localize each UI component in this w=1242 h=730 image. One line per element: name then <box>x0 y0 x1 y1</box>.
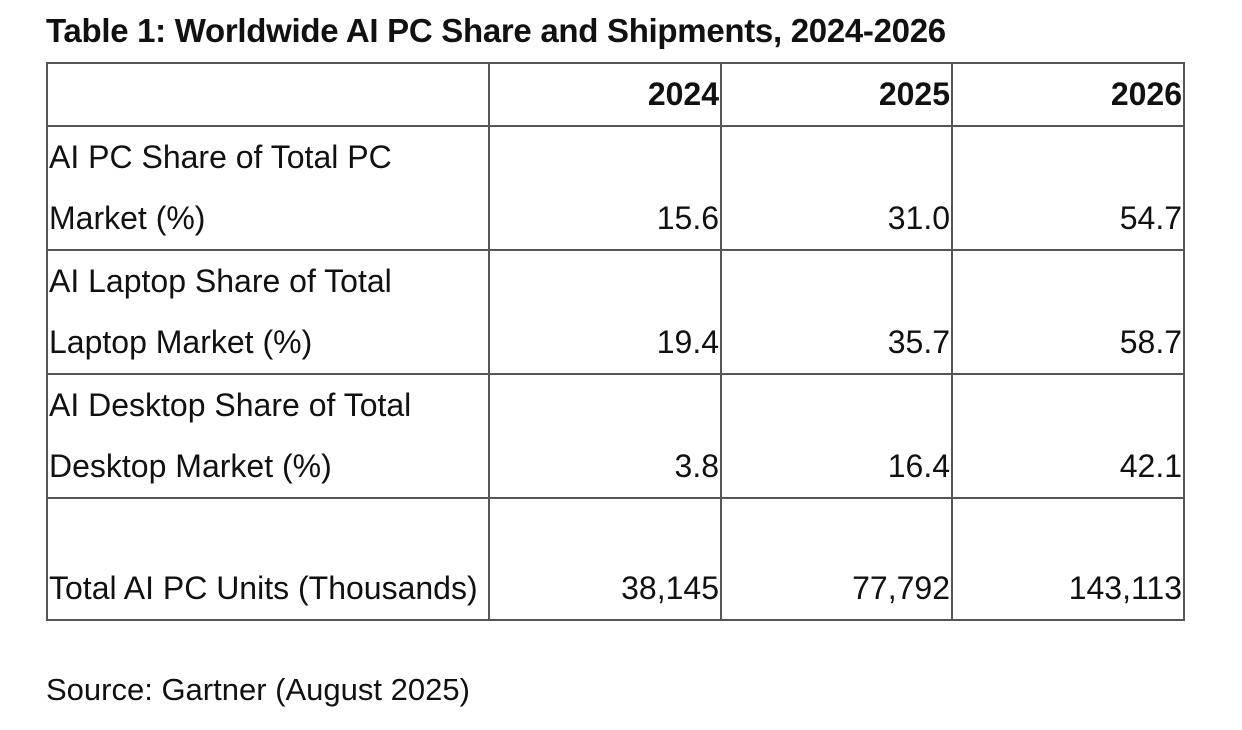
cell-value: 19.4 <box>488 249 722 375</box>
row-label: AI Desktop Share of Total Desktop Market… <box>46 373 490 499</box>
row-label: AI Laptop Share of Total Laptop Market (… <box>46 249 490 375</box>
row-label: Total AI PC Units (Thousands) <box>46 497 490 621</box>
column-header-2026: 2026 <box>951 62 1185 127</box>
cell-value: 77,792 <box>720 497 953 621</box>
source-note: Source: Gartner (August 2025) <box>46 672 470 707</box>
ai-pc-share-table: 2024 2025 2026 AI PC Share of Total PC M… <box>46 62 1185 621</box>
cell-value: 35.7 <box>720 249 953 375</box>
table-row: Total AI PC Units (Thousands) 38,145 77,… <box>46 497 1185 621</box>
table-row: AI Laptop Share of Total Laptop Market (… <box>46 249 1185 375</box>
column-header-empty <box>46 62 490 127</box>
cell-value: 16.4 <box>720 373 953 499</box>
cell-value: 58.7 <box>951 249 1185 375</box>
table-title: Table 1: Worldwide AI PC Share and Shipm… <box>46 12 946 49</box>
column-header-2025: 2025 <box>720 62 953 127</box>
cell-value: 143,113 <box>951 497 1185 621</box>
cell-value: 3.8 <box>488 373 722 499</box>
cell-value: 38,145 <box>488 497 722 621</box>
table-row: AI Desktop Share of Total Desktop Market… <box>46 373 1185 499</box>
column-header-2024: 2024 <box>488 62 722 127</box>
cell-value: 54.7 <box>951 125 1185 251</box>
cell-value: 31.0 <box>720 125 953 251</box>
cell-value: 15.6 <box>488 125 722 251</box>
table-row: AI PC Share of Total PC Market (%) 15.6 … <box>46 125 1185 251</box>
table-header-row: 2024 2025 2026 <box>46 62 1185 127</box>
row-label: AI PC Share of Total PC Market (%) <box>46 125 490 251</box>
cell-value: 42.1 <box>951 373 1185 499</box>
